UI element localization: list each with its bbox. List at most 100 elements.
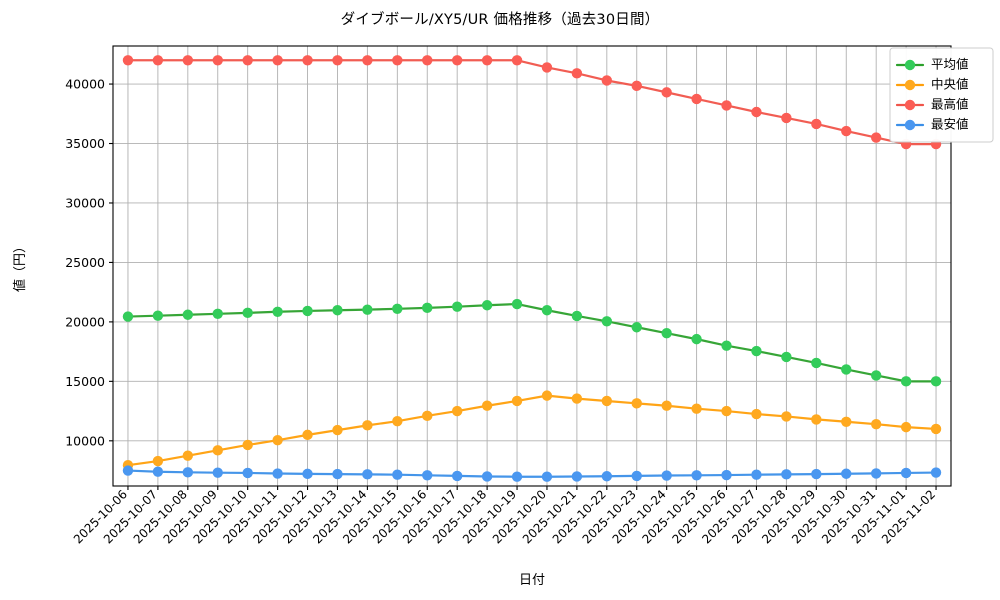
grid-lines	[113, 46, 951, 486]
legend-item-label[interactable]: 中央値	[931, 77, 969, 92]
data-point-marker	[870, 418, 882, 430]
data-point-marker	[781, 411, 792, 422]
data-point-marker	[212, 445, 223, 456]
data-point-marker	[481, 300, 493, 311]
data-point-marker	[721, 469, 732, 481]
data-point-marker	[841, 364, 852, 375]
data-point-marker	[631, 322, 642, 333]
data-point-marker	[242, 467, 253, 479]
data-point-marker	[451, 301, 463, 312]
data-point-marker	[691, 93, 702, 105]
data-point-marker	[571, 310, 583, 322]
data-point-marker	[242, 55, 253, 66]
x-axis-label: 日付	[519, 573, 545, 588]
data-point-marker	[422, 302, 433, 314]
data-point-marker	[242, 307, 253, 319]
data-point-marker	[481, 400, 493, 411]
data-point-marker	[362, 55, 373, 66]
y-tick-label: 10000	[65, 433, 105, 448]
y-tick-label: 40000	[65, 77, 105, 92]
data-point-marker	[601, 75, 613, 86]
y-tick-label: 25000	[65, 255, 105, 270]
axis-titles: 値（円） 日付	[12, 240, 545, 588]
data-point-marker	[541, 305, 553, 316]
data-point-marker	[122, 55, 134, 66]
data-point-marker	[272, 435, 283, 446]
legend-item-label[interactable]: 最安値	[931, 117, 969, 132]
data-point-marker	[422, 410, 433, 422]
data-point-marker	[302, 468, 313, 480]
data-point-marker	[392, 303, 403, 315]
data-point-marker	[332, 424, 343, 436]
data-point-marker	[272, 55, 283, 66]
data-point-marker	[841, 416, 852, 427]
data-point-marker	[691, 403, 702, 414]
data-point-marker	[930, 423, 942, 435]
legend-marker-swatch	[904, 59, 916, 71]
data-point-marker	[212, 308, 223, 320]
data-point-marker	[900, 467, 912, 479]
data-point-marker	[272, 306, 283, 317]
data-point-marker	[811, 118, 822, 130]
data-point-marker	[900, 376, 912, 387]
data-point-marker	[212, 467, 223, 478]
data-point-marker	[900, 421, 912, 433]
legend-marker-swatch	[904, 79, 916, 91]
data-point-marker	[451, 405, 463, 417]
data-point-marker	[541, 471, 553, 482]
series-line	[126, 469, 938, 478]
series-line	[126, 394, 938, 467]
data-point-marker	[841, 468, 852, 479]
data-point-marker	[751, 408, 762, 420]
data-point-marker	[242, 439, 253, 451]
data-point-marker	[392, 469, 403, 480]
data-point-marker	[781, 351, 792, 363]
data-point-marker	[751, 106, 762, 118]
data-point-marker	[212, 55, 223, 66]
data-point-marker	[811, 357, 822, 369]
data-point-marker	[182, 55, 194, 66]
data-point-marker	[601, 395, 613, 407]
legend-box	[889, 47, 994, 143]
data-point-marker	[691, 333, 702, 345]
data-point-marker	[930, 376, 942, 387]
data-point-marker	[511, 395, 523, 407]
legend-marker-swatch	[904, 99, 916, 111]
data-point-marker	[631, 398, 642, 409]
data-point-marker	[182, 450, 194, 461]
data-point-marker	[571, 393, 583, 404]
plot-frame	[112, 45, 952, 487]
y-tick-label: 30000	[65, 195, 105, 210]
data-point-marker	[511, 471, 523, 482]
data-point-marker	[691, 470, 702, 481]
data-point-marker	[422, 55, 433, 66]
series-1	[122, 390, 942, 471]
data-point-marker	[422, 470, 433, 481]
data-point-marker	[661, 400, 672, 411]
data-point-marker	[631, 470, 642, 482]
data-point-marker	[392, 415, 403, 427]
data-point-marker	[541, 390, 553, 401]
y-axis-ticks: 10000 15000 20000 25000 30000 35000 40000	[65, 77, 113, 448]
data-point-marker	[332, 55, 343, 66]
data-point-marker	[362, 469, 373, 480]
data-point-marker	[601, 316, 613, 327]
legend-marker-swatch	[904, 119, 916, 131]
data-point-marker	[930, 467, 942, 478]
data-point-marker	[481, 55, 493, 66]
data-point-marker	[122, 311, 134, 322]
data-point-marker	[631, 80, 642, 92]
data-point-marker	[392, 55, 403, 66]
data-point-marker	[721, 340, 732, 351]
data-point-marker	[841, 125, 852, 137]
data-point-marker	[302, 55, 313, 66]
data-point-marker	[751, 345, 762, 357]
series-2	[122, 55, 942, 150]
data-point-marker	[362, 304, 373, 315]
legend-item-label[interactable]: 最高値	[931, 97, 969, 112]
data-point-marker	[870, 468, 882, 479]
data-point-marker	[811, 468, 822, 480]
legend-item-label[interactable]: 平均値	[931, 57, 969, 72]
